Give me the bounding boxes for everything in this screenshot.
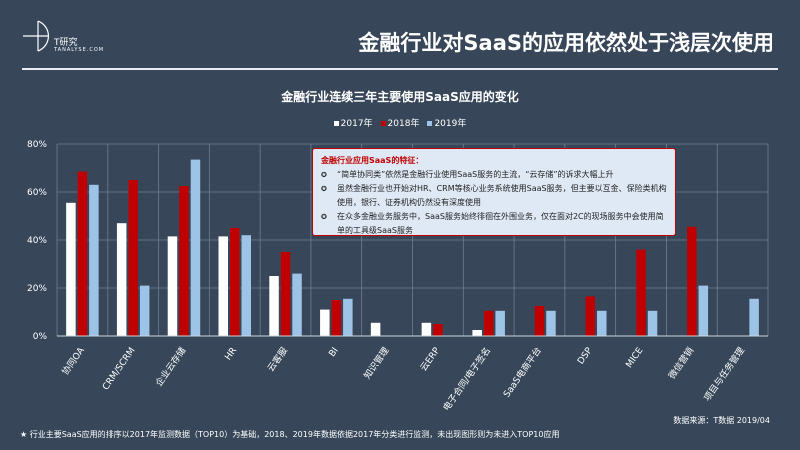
bar-2017年 [472, 330, 482, 336]
bar-2017年 [218, 236, 228, 336]
chart-title: 金融行业连续三年主要使用SaaS应用的变化 [281, 90, 519, 104]
x-tick-label: DSP [576, 346, 595, 367]
bar-2017年 [421, 322, 432, 336]
footnote: ★ 行业主要SaaS应用的排序以2017年监测数据（TOP10）为基础，2018… [20, 430, 560, 439]
bar-2018年 [483, 310, 494, 336]
y-tick-label: 40% [27, 236, 47, 246]
bar-2019年 [89, 184, 99, 336]
bar-2018年 [534, 306, 545, 336]
bar-2017年 [269, 276, 279, 336]
bar-2018年 [687, 226, 697, 336]
legend-item-2017: 2017年 [333, 116, 373, 129]
legend-item-2019: 2019年 [427, 116, 466, 129]
bar-2018年 [585, 296, 595, 336]
bar-2019年 [546, 310, 556, 336]
bar-2018年 [636, 249, 646, 336]
bar-2019年 [139, 285, 150, 336]
x-tick-label: 电子合同/电子签名 [440, 345, 493, 413]
legend-item-2018: 2018年 [380, 116, 419, 129]
y-tick-label: 60% [27, 188, 47, 198]
bar-2019年 [190, 159, 201, 336]
y-tick-label: 0% [33, 332, 48, 342]
annotation-heading: 金融行业应用SaaS的特征： [321, 156, 424, 165]
bar-2019年 [495, 310, 505, 336]
annotation-bullet: “简单协同类”依然是金融行业使用SaaS服务的主流，“云存储”的诉求大幅上升 [321, 168, 667, 182]
x-tick-label: BI [328, 346, 341, 359]
annotation-bullet: 在众多金融业务服务中，SaaS服务始终徘徊在外围业务，仅在面对2C的现场服务中会… [321, 210, 667, 238]
legend: 2017年 2018年 2019年 [0, 116, 800, 129]
logo-text: T研究 [54, 38, 78, 48]
bar-2018年 [331, 300, 342, 336]
x-tick-label: CRM/SCRM [101, 346, 138, 392]
logo-url: TANALYSE.COM [54, 47, 105, 53]
y-tick-label: 80% [27, 140, 47, 150]
bar-2018年 [230, 228, 240, 336]
divider [22, 68, 778, 70]
bar-2019年 [343, 298, 353, 336]
bar-2019年 [292, 273, 302, 336]
bar-2018年 [433, 324, 443, 336]
x-tick-label: HR [224, 346, 240, 362]
bar-2018年 [77, 171, 88, 336]
bar-2019年 [698, 285, 709, 336]
x-tick-label: 协同OA [59, 344, 87, 377]
x-tick-label: 知识管理 [361, 345, 391, 381]
bar-2017年 [167, 236, 178, 336]
annotation-bullet: 虽然金融行业也开始对HR、CRM等核心业务系统使用SaaS服务，但主要以互金、保… [321, 182, 667, 210]
bar-2017年 [320, 309, 330, 336]
bar-2018年 [128, 180, 138, 336]
bar-2018年 [280, 252, 291, 336]
x-tick-label: 项目与任务管理 [701, 345, 747, 404]
bar-2018年 [179, 186, 189, 336]
x-tick-label: 微信营销 [666, 345, 696, 381]
x-tick-label: SaaS电商平台 [501, 345, 544, 400]
annotation-box: 金融行业应用SaaS的特征： “简单协同类”依然是金融行业使用SaaS服务的主流… [312, 148, 676, 236]
x-tick-label: MICE [624, 346, 645, 370]
bar-2017年 [370, 322, 381, 336]
bar-2019年 [241, 235, 251, 336]
bar-2017年 [116, 223, 127, 336]
y-tick-label: 20% [27, 284, 47, 294]
x-tick-label: 云ERP [419, 346, 443, 374]
bar-2019年 [647, 310, 658, 336]
data-source: 数据来源：T数据 2019/04 [673, 416, 770, 425]
bar-2017年 [66, 202, 76, 336]
x-tick-label: 企业云存储 [153, 345, 189, 389]
x-tick-label: 云客服 [265, 345, 290, 374]
bar-2019年 [597, 310, 607, 336]
page-title: 金融行业对SaaS的应用依然处于浅层次使用 [358, 31, 774, 55]
bar-2019年 [749, 298, 759, 336]
logo-icon [23, 20, 50, 52]
